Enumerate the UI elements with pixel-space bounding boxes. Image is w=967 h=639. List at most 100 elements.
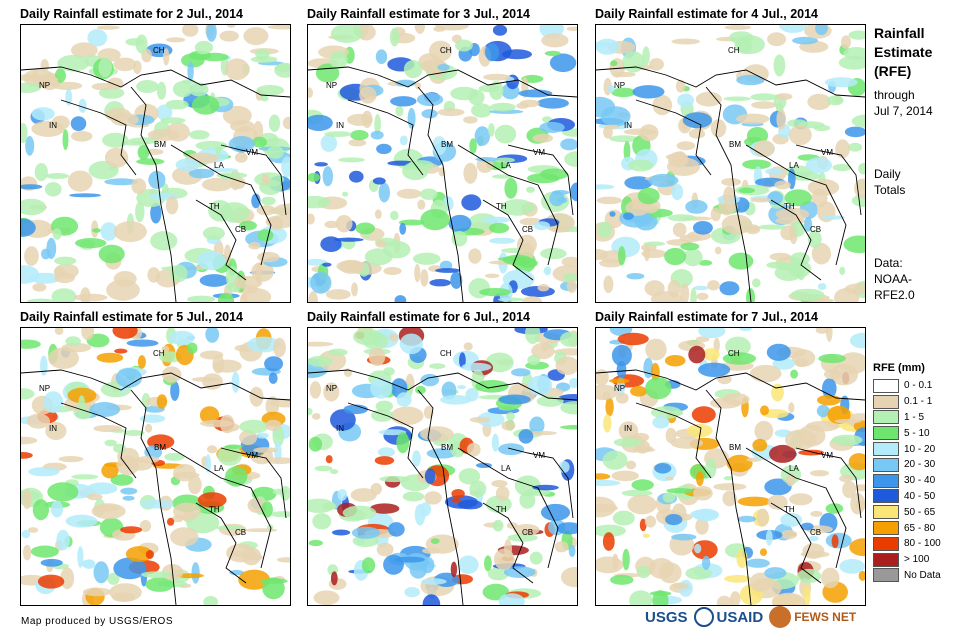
rainfall-cell: [412, 450, 421, 467]
rainfall-cell: [531, 342, 555, 360]
rainfall-cell: [495, 486, 510, 502]
rainfall-cell: [368, 347, 386, 367]
rainfall-cell: [560, 331, 577, 347]
rainfall-cell: [148, 170, 166, 189]
rainfall-cell: [785, 473, 796, 487]
rainfall-cell: [479, 288, 512, 297]
rainfall-cell: [513, 524, 540, 536]
rainfall-cell: [552, 190, 570, 195]
rainfall-cell: [172, 81, 193, 98]
rainfall-cell: [52, 81, 83, 90]
rainfall-cell: [849, 538, 865, 557]
rainfall-cell: [51, 288, 77, 302]
rainfall-cell: [309, 381, 321, 399]
rainfall-cell: [412, 252, 441, 265]
rainfall-cell: [686, 424, 713, 438]
rainfall-cell: [540, 247, 567, 260]
rainfall-cell: [322, 262, 332, 267]
rainfall-cell: [113, 557, 147, 580]
rainfall-cell: [685, 566, 713, 580]
rainfall-cell: [113, 443, 126, 453]
rainfall-cell: [722, 352, 756, 365]
rainfall-cell: [695, 91, 722, 107]
rainfall-cell: [507, 533, 538, 542]
rainfall-cell: [122, 495, 135, 501]
country-label: NP: [614, 81, 625, 90]
rainfall-cell: [374, 456, 395, 465]
rainfall-cell: [225, 466, 248, 487]
country-boundary: [308, 369, 577, 401]
legend-rows: 0 - 0.1 0.1 - 1 1 - 5 5 - 10 10 - 20 20 - 30 3…: [873, 378, 941, 583]
rainfall-cell: [96, 25, 120, 30]
rainfall-cell: [476, 462, 492, 468]
country-boundary: [705, 389, 752, 605]
rainfall-cell: [742, 159, 771, 170]
rainfall-cell: [626, 273, 645, 280]
rainfall-cell: [73, 293, 108, 302]
rainfall-cell: [752, 438, 768, 452]
country-label: TH: [784, 202, 795, 211]
rainfall-cell: [91, 503, 126, 520]
rainfall-cell: [736, 113, 770, 125]
legend-item: 80 - 100: [873, 536, 941, 552]
rainfall-cell: [529, 551, 543, 565]
rainfall-cell: [767, 494, 788, 510]
rainfall-cell: [396, 432, 410, 454]
rainfall-cell: [621, 489, 653, 497]
rainfall-cell: [825, 532, 852, 549]
rainfall-cell: [600, 106, 631, 127]
rainfall-cell: [416, 92, 444, 107]
rainfall-cell: [800, 551, 830, 558]
legend-label: No Data: [904, 569, 941, 581]
rainfall-cell: [596, 248, 609, 261]
rainfall-cell: [730, 591, 741, 605]
rainfall-cell: [555, 356, 577, 375]
rainfall-cell: [338, 157, 365, 163]
rainfall-cell: [323, 382, 340, 402]
rainfall-cell: [136, 80, 159, 93]
rainfall-cell: [602, 450, 628, 470]
rainfall-cell: [780, 529, 798, 540]
rainfall-cell: [692, 221, 713, 235]
rainfall-cell: [766, 343, 791, 361]
rainfall-cell: [21, 388, 35, 400]
rainfall-cell: [501, 420, 516, 431]
rainfall-cell: [308, 498, 335, 513]
rainfall-cell: [140, 571, 172, 578]
rainfall-cell: [255, 48, 270, 61]
rainfall-cell: [667, 214, 696, 222]
rainfall-cell: [100, 222, 118, 241]
rainfall-cell: [765, 168, 784, 175]
rainfall-cell: [788, 171, 821, 181]
rainfall-map: CH NP IN BM LA VM TH CB: [307, 24, 578, 303]
rainfall-cell: [451, 498, 461, 503]
rainfall-cell: [560, 401, 577, 415]
legend-swatch: [873, 457, 899, 472]
rainfall-cell: [41, 248, 51, 260]
rainfall-cell: [424, 491, 442, 505]
rainfall-cell: [65, 514, 98, 528]
rainfall-cell: [166, 37, 186, 43]
rainfall-cell: [389, 28, 400, 47]
legend-item: No Data: [873, 568, 941, 584]
rainfall-cell: [643, 241, 665, 247]
rainfall-cell: [390, 406, 424, 426]
rainfall-cell: [716, 595, 732, 605]
rainfall-cell: [249, 386, 264, 407]
rainfall-cell: [282, 116, 290, 130]
rainfall-cell: [599, 259, 623, 268]
rainfall-cell: [98, 57, 112, 78]
legend-title: RFE (mm): [873, 362, 925, 374]
rainfall-cell: [520, 203, 536, 213]
country-label: CB: [810, 225, 821, 234]
rainfall-cell: [714, 246, 722, 255]
rainfall-cell: [324, 220, 339, 229]
rainfall-cell: [342, 505, 377, 520]
rainfall-cell: [710, 207, 721, 222]
legend-swatch: [873, 505, 899, 520]
country-label: LA: [214, 464, 224, 473]
rainfall-cell: [518, 89, 553, 98]
usgs-logo: USGS: [645, 608, 688, 626]
country-boundary: [417, 86, 464, 302]
rainfall-cell: [50, 500, 64, 518]
